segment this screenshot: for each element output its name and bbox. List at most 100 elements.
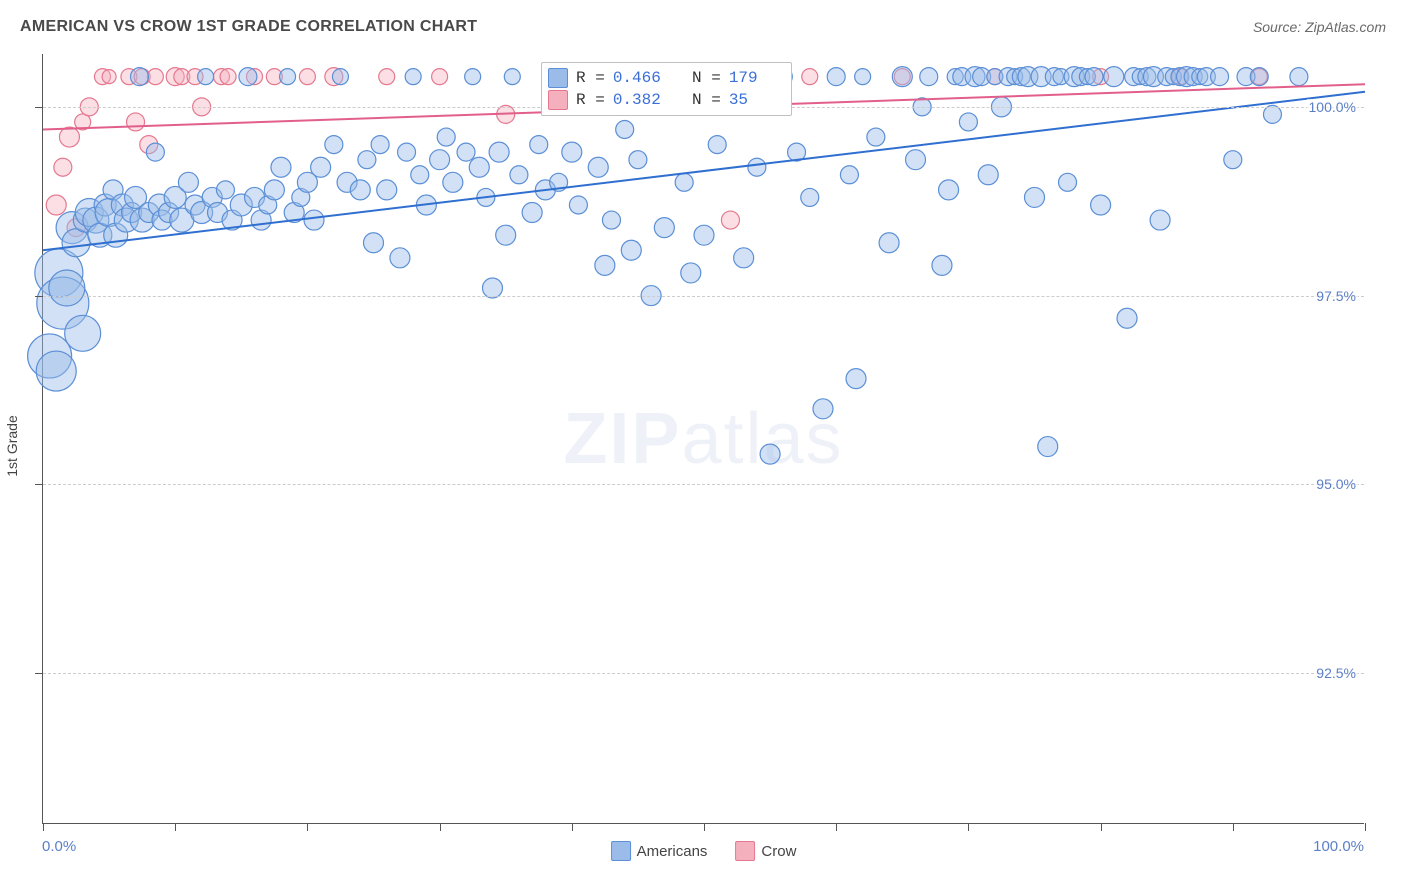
data-point (616, 120, 634, 138)
data-point (311, 157, 331, 177)
data-point (1085, 68, 1103, 86)
data-point (721, 211, 739, 229)
data-point (708, 136, 726, 154)
legend-series-item: Americans (611, 841, 708, 861)
gridline (43, 673, 1364, 674)
data-point (1025, 187, 1045, 207)
y-grid-label: 92.5% (1314, 665, 1358, 681)
data-point (562, 142, 582, 162)
data-point (398, 143, 416, 161)
data-point (1290, 68, 1308, 86)
data-point (325, 136, 343, 154)
data-point (621, 240, 641, 260)
data-point (1104, 67, 1124, 87)
data-point (1038, 437, 1058, 457)
data-point (131, 68, 149, 86)
data-point (264, 180, 284, 200)
legend-row: R = 0.382 N = 35 (548, 89, 781, 111)
data-point (846, 369, 866, 389)
data-point (271, 157, 291, 177)
data-point (280, 69, 296, 85)
data-point (411, 166, 429, 184)
legend-series: Americans Crow (611, 841, 797, 861)
data-point (1224, 151, 1242, 169)
data-point (390, 248, 410, 268)
data-point (654, 218, 674, 238)
data-point (629, 151, 647, 169)
gridline (43, 484, 1364, 485)
data-point (1250, 68, 1268, 86)
data-point (457, 143, 475, 161)
data-point (178, 172, 198, 192)
data-point (694, 225, 714, 245)
data-point (1211, 68, 1229, 86)
data-point (879, 233, 899, 253)
x-axis-max-label: 100.0% (1313, 838, 1364, 855)
y-grid-label: 95.0% (1314, 476, 1358, 492)
data-point (906, 150, 926, 170)
data-point (54, 158, 72, 176)
data-point (855, 69, 871, 85)
legend-series-item: Crow (735, 841, 796, 861)
data-point (840, 166, 858, 184)
legend-swatch (548, 68, 568, 88)
data-point (801, 188, 819, 206)
data-point (813, 399, 833, 419)
data-point (49, 270, 85, 306)
data-point (681, 263, 701, 283)
data-point (802, 69, 818, 85)
data-point (595, 255, 615, 275)
data-point (496, 225, 516, 245)
data-point (522, 203, 542, 223)
legend-swatch (611, 841, 631, 861)
data-point (147, 69, 163, 85)
data-point (530, 136, 548, 154)
plot-area: ZIPatlas AmericansCrow 92.5%95.0%97.5%10… (42, 54, 1364, 824)
data-point (932, 255, 952, 275)
data-point (465, 69, 481, 85)
data-point (65, 315, 101, 351)
data-point (405, 69, 421, 85)
data-point (379, 69, 395, 85)
chart-source: Source: ZipAtlas.com (1253, 19, 1386, 35)
legend-swatch (735, 841, 755, 861)
data-point (569, 196, 587, 214)
data-point (46, 195, 66, 215)
data-point (350, 180, 370, 200)
y-grid-label: 97.5% (1314, 288, 1358, 304)
data-point (146, 143, 164, 161)
legend-row: R = 0.466 N = 179 (548, 67, 781, 89)
data-point (216, 181, 234, 199)
data-point (62, 229, 90, 257)
data-point (920, 68, 938, 86)
data-point (437, 128, 455, 146)
data-point (198, 69, 214, 85)
y-grid-label: 100.0% (1307, 99, 1358, 115)
data-point (827, 68, 845, 86)
data-point (364, 233, 384, 253)
gridline (43, 296, 1364, 297)
data-point (332, 69, 348, 85)
data-point (892, 67, 912, 87)
data-point (1117, 308, 1137, 328)
data-point (1091, 195, 1111, 215)
data-point (299, 69, 315, 85)
data-point (304, 210, 324, 230)
data-point (432, 69, 448, 85)
legend-label: Crow (761, 843, 796, 860)
data-point (602, 211, 620, 229)
data-point (1059, 173, 1077, 191)
data-point (675, 173, 693, 191)
data-point (443, 172, 463, 192)
data-point (1150, 210, 1170, 230)
data-point (489, 142, 509, 162)
legend-correlation: R = 0.466 N = 179R = 0.382 N = 35 (541, 62, 792, 116)
data-point (510, 166, 528, 184)
data-point (59, 127, 79, 147)
data-point (239, 68, 257, 86)
data-point (867, 128, 885, 146)
data-point (220, 69, 236, 85)
data-point (760, 444, 780, 464)
data-point (1263, 105, 1281, 123)
data-point (371, 136, 389, 154)
